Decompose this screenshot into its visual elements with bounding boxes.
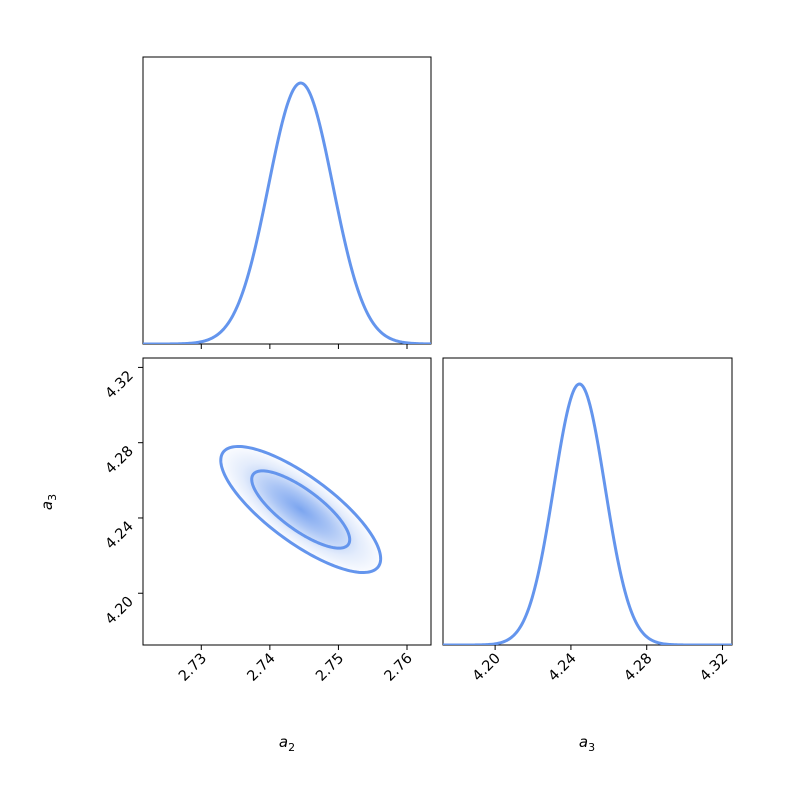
joint-xaxis-tick-label-1: 2.74 [245,651,279,685]
joint-density-shading [216,443,385,576]
joint-yaxis-tick-label-0: 4.20 [103,594,137,628]
joint-yaxis-tick-label-1: 4.24 [103,518,137,552]
panel-a3-marginal-xticks: 4.20 4.24 4.28 4.32 [470,645,731,685]
joint-xaxis-tick-label-3: 2.76 [382,651,416,685]
y-axis-label-a3: a3 [38,494,59,510]
x-axis-label-a3: a3 [579,733,595,754]
joint-yaxis-tick-label-2: 4.28 [103,443,137,477]
panel-a3-marginal-frame [442,357,733,646]
panel-a3-vs-a2-frame [142,357,432,646]
contour-1sigma [250,469,352,550]
panel-a3-vs-a2-yticks: 4.20 4.24 4.28 4.32 [103,366,143,628]
a3-marginal-xaxis-tick-label-3: 4.32 [697,651,731,685]
a3-density-curve [443,382,732,645]
panel-a2-marginal-xticks [200,344,408,349]
a3-marginal-xaxis-tick-label-1: 4.24 [546,651,580,685]
panel-a2-marginal [142,56,432,349]
a3-marginal-xaxis-tick-label-2: 4.28 [621,651,655,685]
a3-marginal-xaxis-tick-label-0: 4.20 [470,651,504,685]
joint-xaxis-tick-label-2: 2.75 [313,651,347,685]
contour-2sigma [219,445,383,574]
joint-yaxis-tick-label-3: 4.32 [103,368,137,402]
panel-a3-vs-a2-xticks: 2.73 2.74 2.75 2.76 [176,645,416,685]
a2-density-curve [143,81,431,344]
panel-a2-marginal-frame [142,56,432,345]
x-axis-label-a2: a2 [279,733,295,754]
joint-xaxis-tick-label-0: 2.73 [176,651,210,685]
panel-a3-vs-a2: 2.73 2.74 2.75 2.76 4.20 4.24 4.28 4.32 a2 a3 [38,357,432,754]
panel-a3-marginal: 4.20 4.24 4.28 4.32 a3 [442,357,733,754]
